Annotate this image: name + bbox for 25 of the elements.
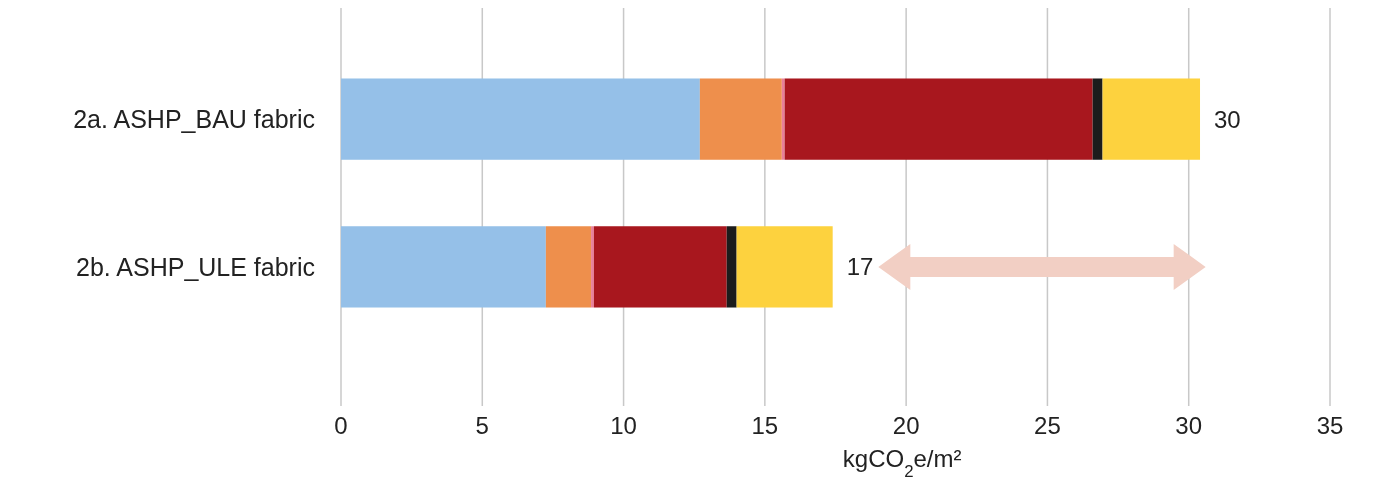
x-tick-label: 15 — [751, 412, 779, 439]
bar — [591, 226, 594, 308]
bar — [726, 226, 737, 308]
bar — [1102, 78, 1201, 160]
y-tick-label: 2b. ASHP_ULE fabric — [75, 252, 315, 281]
bar — [1092, 78, 1103, 160]
x-tick-label: 10 — [610, 412, 637, 439]
bar — [699, 78, 782, 160]
bar — [593, 226, 727, 308]
bar — [545, 226, 592, 308]
x-tick-label: 0 — [334, 412, 348, 439]
bar — [341, 226, 546, 308]
x-tick-label: 20 — [892, 412, 920, 439]
x-tick-label: 5 — [475, 412, 489, 439]
y-tick-label: 2a. ASHP_BAU fabric — [73, 104, 315, 133]
x-axis-title: kgCO$_{2}$e/m² — [842, 445, 962, 479]
bar — [341, 78, 700, 160]
x-tick-label: 25 — [1034, 412, 1061, 439]
bar — [784, 78, 1093, 160]
bar — [736, 226, 833, 308]
total-label: 17 — [846, 253, 874, 281]
bar — [781, 78, 785, 160]
x-tick-label: 35 — [1316, 412, 1344, 439]
x-tick-label: 30 — [1175, 412, 1203, 439]
total-label: 30 — [1214, 105, 1241, 133]
